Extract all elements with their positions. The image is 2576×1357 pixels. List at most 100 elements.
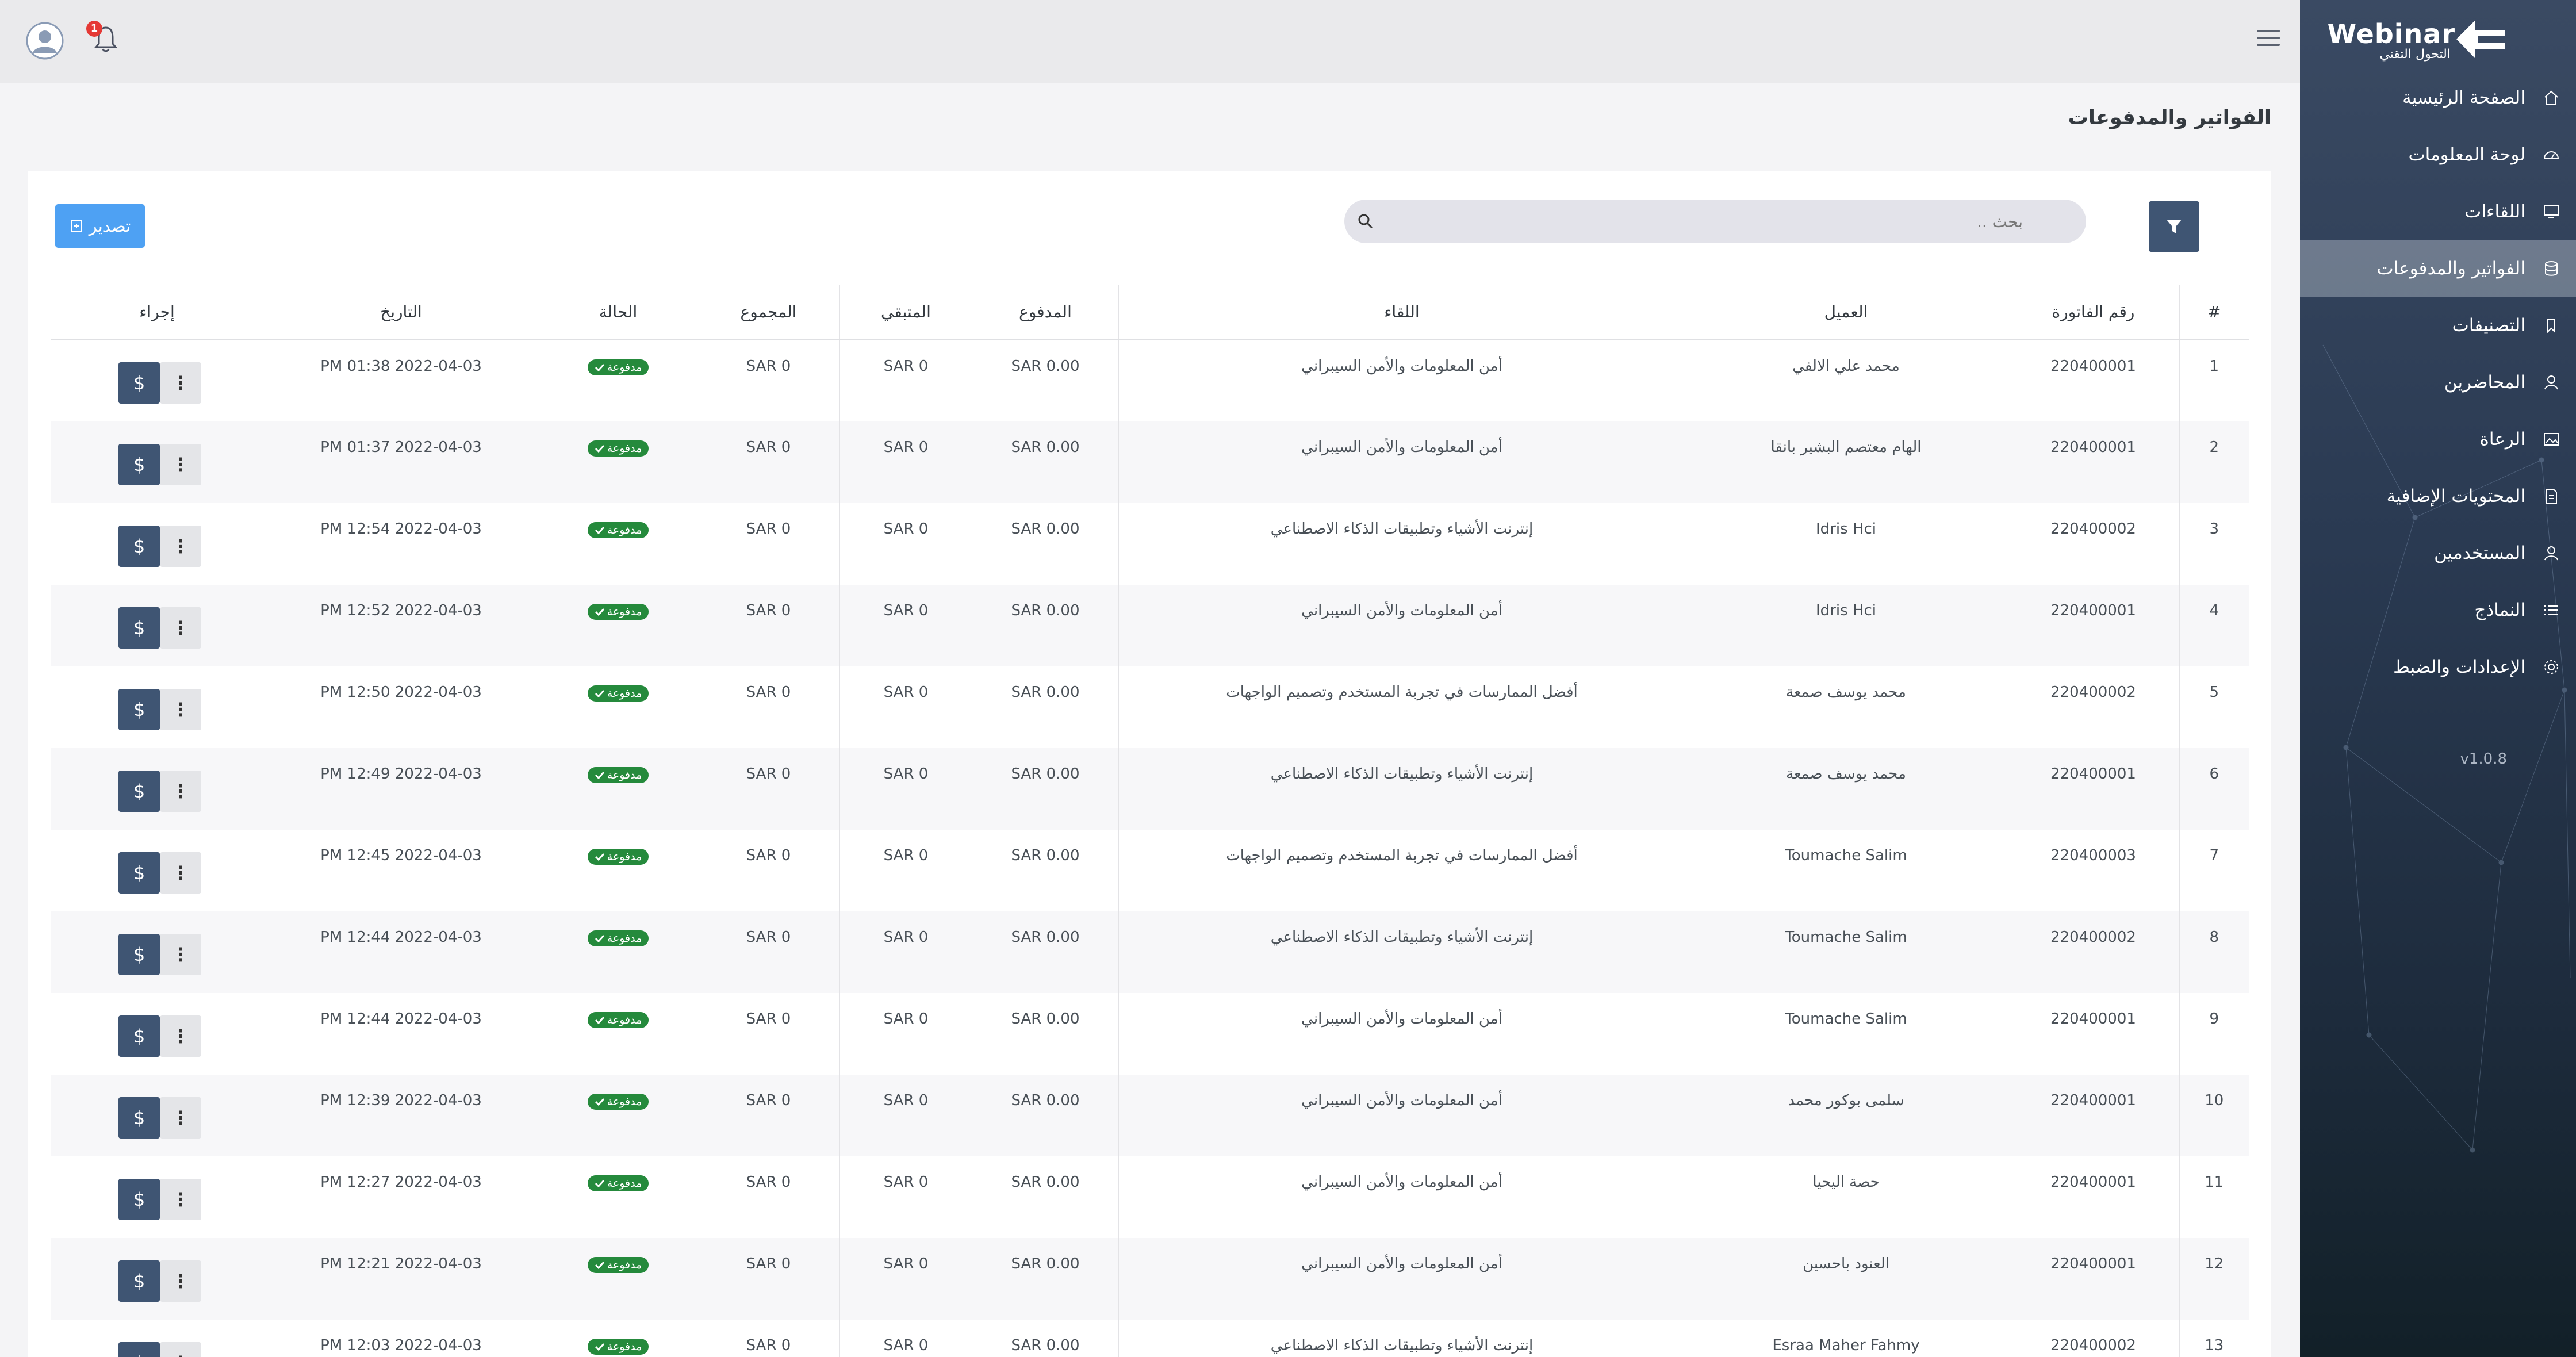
dollar-icon: $ bbox=[133, 1352, 145, 1357]
pay-button[interactable]: $ bbox=[118, 770, 160, 812]
export-button[interactable]: تصدير bbox=[55, 204, 145, 248]
cell-invoice: 220400002 bbox=[2007, 1319, 2180, 1357]
sidebar-item-label: الفواتير والمدفوعات bbox=[2376, 258, 2526, 279]
dashboard-icon bbox=[2543, 151, 2559, 159]
cell-meeting: أمن المعلومات والأمن السيبراني bbox=[1118, 1074, 1685, 1156]
more-options-button[interactable]: ⋮ bbox=[160, 1097, 201, 1138]
cell-meeting: أفضل الممارسات في تجربة المستخدم وتصميم … bbox=[1118, 666, 1685, 748]
column-header[interactable]: المجموع bbox=[697, 285, 840, 340]
cell-meeting: إنترنت الأشياء وتطبيقات الذكاء الاصطناعي bbox=[1118, 503, 1685, 585]
cell-date: 2022-04-03 12:49 PM bbox=[263, 747, 539, 830]
more-options-button[interactable]: ⋮ bbox=[160, 688, 201, 730]
pay-button[interactable]: $ bbox=[118, 1015, 160, 1057]
check-icon bbox=[595, 771, 604, 779]
more-vertical-icon: ⋮ bbox=[171, 780, 190, 802]
pay-button[interactable]: $ bbox=[118, 525, 160, 567]
cell-status: مدفوعة bbox=[539, 666, 697, 748]
cell-paid: 0.00 SAR bbox=[972, 992, 1119, 1075]
sidebar-item-lecturers[interactable]: المحاضرين bbox=[2300, 354, 2576, 411]
cell-n: 13 bbox=[2179, 1319, 2249, 1357]
pay-button[interactable]: $ bbox=[118, 443, 160, 485]
sidebar-item-forms[interactable]: النماذج bbox=[2300, 581, 2576, 638]
more-options-button[interactable]: ⋮ bbox=[160, 362, 201, 404]
table-row: 12 220400001 العنود باحسين أمن المعلومات وا… bbox=[51, 1237, 2249, 1320]
sidebar-item-invoices[interactable]: الفواتير والمدفوعات bbox=[2300, 240, 2576, 297]
column-header[interactable]: الحالة bbox=[539, 285, 697, 340]
cell-n: 12 bbox=[2179, 1237, 2249, 1320]
dollar-icon: $ bbox=[133, 780, 145, 802]
pay-button[interactable]: $ bbox=[118, 1260, 160, 1302]
more-vertical-icon: ⋮ bbox=[171, 1352, 190, 1357]
cell-actions: $⋮ bbox=[51, 992, 263, 1075]
more-options-button[interactable]: ⋮ bbox=[160, 852, 201, 894]
cell-date: 2022-04-03 12:52 PM bbox=[263, 584, 539, 666]
dollar-icon: $ bbox=[133, 616, 145, 639]
status-label: مدفوعة bbox=[607, 442, 642, 455]
status-badge: مدفوعة bbox=[587, 1093, 649, 1110]
pay-button[interactable]: $ bbox=[118, 362, 160, 404]
status-badge: مدفوعة bbox=[587, 1256, 649, 1273]
column-header[interactable]: المدفوع bbox=[972, 285, 1119, 340]
column-header[interactable]: التاريخ bbox=[263, 285, 539, 340]
column-header[interactable]: العميل bbox=[1685, 285, 2007, 340]
pay-button[interactable]: $ bbox=[118, 933, 160, 975]
column-header[interactable]: المتبقي bbox=[839, 285, 972, 340]
status-badge: مدفوعة bbox=[587, 522, 649, 538]
status-badge: مدفوعة bbox=[587, 930, 649, 946]
column-header[interactable]: رقم الفاتورة bbox=[2007, 285, 2180, 340]
more-options-button[interactable]: ⋮ bbox=[160, 443, 201, 485]
logo[interactable]: Webinar التحول التقني bbox=[2327, 14, 2518, 66]
sidebar-item-dashboard[interactable]: لوحة المعلومات bbox=[2300, 126, 2576, 183]
more-options-button[interactable]: ⋮ bbox=[160, 770, 201, 812]
cell-status: مدفوعة bbox=[539, 584, 697, 666]
pay-button[interactable]: $ bbox=[118, 1097, 160, 1138]
cell-n: 4 bbox=[2179, 584, 2249, 666]
sidebar-item-additional-content[interactable]: المحتويات الإضافية bbox=[2300, 467, 2576, 524]
list-icon bbox=[2544, 605, 2558, 615]
more-options-button[interactable]: ⋮ bbox=[160, 1260, 201, 1302]
column-header[interactable]: # bbox=[2179, 285, 2249, 340]
sidebar-item-sponsors[interactable]: الرعاة bbox=[2300, 411, 2576, 467]
column-header[interactable]: اللقاء bbox=[1118, 285, 1685, 340]
check-icon bbox=[595, 1179, 604, 1187]
pay-button[interactable]: $ bbox=[118, 1178, 160, 1220]
sidebar-item-settings[interactable]: الإعدادات والضبط bbox=[2300, 638, 2576, 695]
table-row: 13 220400002 Esraa Maher Fahmy إنترنت الأشي… bbox=[51, 1319, 2249, 1357]
menu-toggle-icon[interactable] bbox=[2257, 30, 2280, 51]
more-options-button[interactable]: ⋮ bbox=[160, 607, 201, 649]
more-options-button[interactable]: ⋮ bbox=[160, 1341, 201, 1357]
cell-actions: $⋮ bbox=[51, 1237, 263, 1320]
cell-remaining: 0 SAR bbox=[839, 503, 972, 585]
cell-meeting: أفضل الممارسات في تجربة المستخدم وتصميم … bbox=[1118, 829, 1685, 911]
more-vertical-icon: ⋮ bbox=[171, 943, 190, 965]
more-options-button[interactable]: ⋮ bbox=[160, 525, 201, 567]
sidebar-item-meetings[interactable]: اللقاءات bbox=[2300, 183, 2576, 240]
user-avatar-icon[interactable] bbox=[26, 22, 64, 60]
pay-button[interactable]: $ bbox=[118, 1341, 160, 1357]
more-options-button[interactable]: ⋮ bbox=[160, 933, 201, 975]
cell-actions: $⋮ bbox=[51, 1156, 263, 1238]
logo-text: Webinar bbox=[2327, 18, 2455, 49]
check-icon bbox=[595, 608, 604, 616]
sidebar-item-users[interactable]: المستخدمين bbox=[2300, 524, 2576, 581]
table-row: 1 220400001 محمد علي الالفي أمن المعلومات و… bbox=[51, 339, 2249, 421]
sidebar-item-home[interactable]: الصفحة الرئيسية bbox=[2300, 69, 2576, 126]
cell-invoice: 220400002 bbox=[2007, 666, 2180, 748]
more-options-button[interactable]: ⋮ bbox=[160, 1015, 201, 1057]
pay-button[interactable]: $ bbox=[118, 852, 160, 894]
cell-actions: $⋮ bbox=[51, 1074, 263, 1156]
sidebar-item-categories[interactable]: التصنيفات bbox=[2300, 297, 2576, 354]
cell-invoice: 220400001 bbox=[2007, 1237, 2180, 1320]
cell-invoice: 220400003 bbox=[2007, 829, 2180, 911]
pay-button[interactable]: $ bbox=[118, 607, 160, 649]
more-options-button[interactable]: ⋮ bbox=[160, 1178, 201, 1220]
table-header-row: # رقم الفاتورة العميل اللقاء المدفوع الم… bbox=[51, 285, 2249, 340]
pay-button[interactable]: $ bbox=[118, 688, 160, 730]
dollar-icon: $ bbox=[133, 1106, 145, 1129]
cell-remaining: 0 SAR bbox=[839, 992, 972, 1075]
dollar-icon: $ bbox=[133, 453, 145, 476]
status-badge: مدفوعة bbox=[587, 848, 649, 865]
cell-total: 0 SAR bbox=[697, 911, 840, 993]
search-input[interactable] bbox=[1344, 200, 2086, 243]
filter-button[interactable] bbox=[2149, 201, 2199, 252]
